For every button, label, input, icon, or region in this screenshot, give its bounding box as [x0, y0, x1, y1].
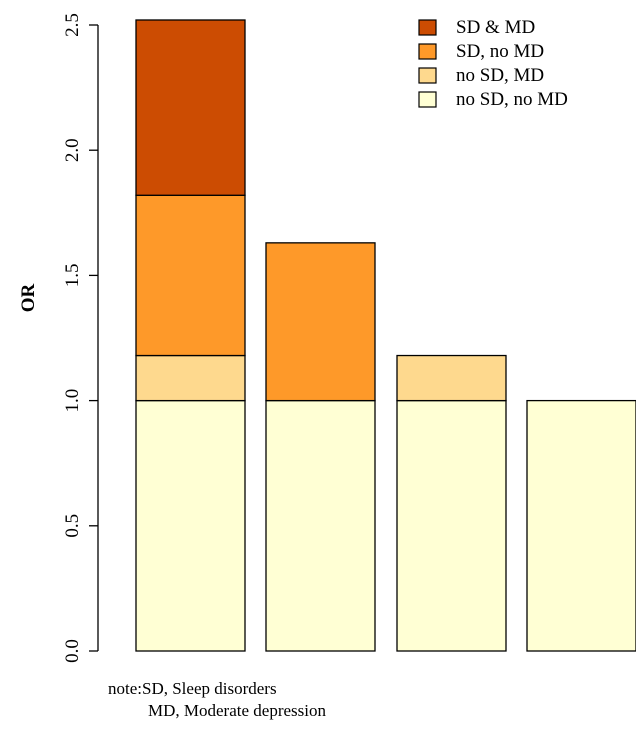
- y-tick-label: 2.5: [62, 13, 83, 37]
- note-line-1: note:SD, Sleep disorders: [108, 679, 277, 698]
- y-tick-label: 1.0: [62, 389, 83, 413]
- bar-segment-no-sd-no-md: [135, 399, 246, 652]
- y-tick-label: 0.5: [62, 514, 83, 538]
- bar-segment-no-sd-no-md: [526, 399, 636, 652]
- legend: SD & MD SD, no MD no SD, MD no SD, no MD: [418, 17, 568, 110]
- bar-segment-sd-md: [135, 19, 246, 196]
- bar-segment-sd-no-md: [135, 194, 246, 357]
- y-tick-label: 0.0: [62, 639, 83, 663]
- bars: [135, 19, 636, 652]
- note-line-2: MD, Moderate depression: [148, 701, 326, 720]
- legend-swatch-no-sd-md: [418, 67, 437, 84]
- legend-swatch-sd-no-md: [418, 43, 437, 60]
- bar-4: [526, 399, 636, 652]
- bar-segment-no-sd-md: [135, 354, 246, 402]
- bar-1: [135, 19, 246, 652]
- legend-label-no-sd-no-md: no SD, no MD: [456, 89, 568, 110]
- y-tick-label: 2.0: [62, 138, 83, 162]
- bar-3: [396, 354, 507, 652]
- y-axis: 0.0 0.5 1.0 1.5 2.0 2.5: [62, 13, 99, 663]
- bar-2: [265, 242, 376, 652]
- legend-label-sd-no-md: SD, no MD: [456, 41, 544, 62]
- legend-label-no-sd-md: no SD, MD: [456, 65, 544, 86]
- y-axis-label: OR: [18, 283, 39, 312]
- legend-swatch-no-sd-no-md: [418, 91, 437, 108]
- bar-segment-no-sd-no-md: [396, 399, 507, 652]
- y-tick-label: 1.5: [62, 264, 83, 288]
- bar-segment-no-sd-md: [396, 354, 507, 402]
- bar-segment-no-sd-no-md: [265, 399, 376, 652]
- bar-segment-sd-no-md: [265, 242, 376, 402]
- legend-swatch-sd-md: [418, 19, 437, 36]
- legend-label-sd-md: SD & MD: [456, 17, 535, 38]
